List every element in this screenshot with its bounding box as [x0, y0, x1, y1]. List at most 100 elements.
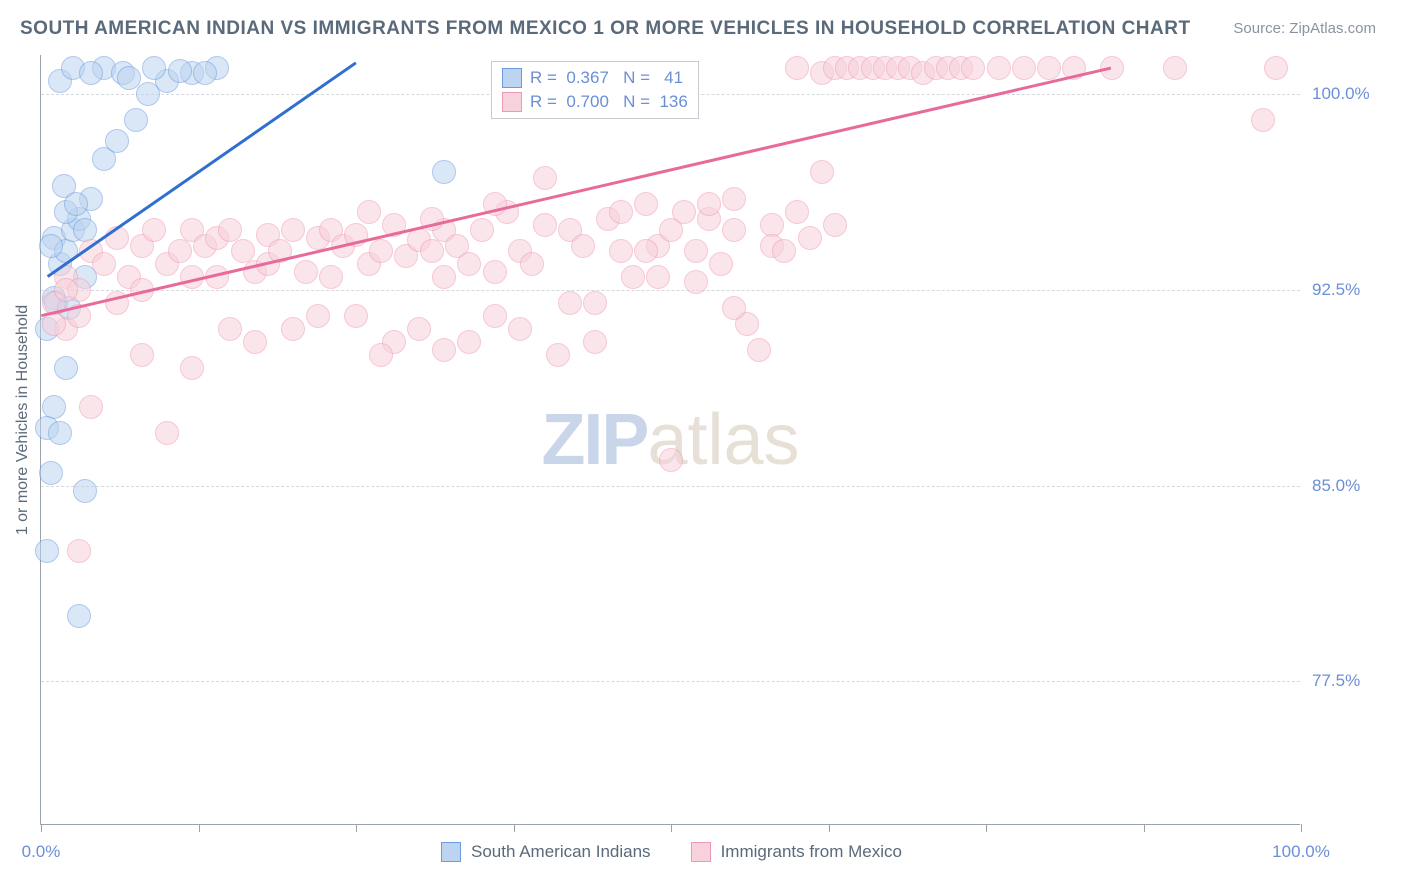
legend-row: R = 0.367 N = 41 [502, 66, 688, 90]
data-point [432, 160, 456, 184]
data-point [634, 239, 658, 263]
data-point [987, 56, 1011, 80]
x-tick [514, 824, 515, 832]
legend-stats: R = 0.367 N = 41 [530, 68, 683, 88]
data-point [357, 200, 381, 224]
data-point [1163, 56, 1187, 80]
data-point [961, 56, 985, 80]
legend-series-name: South American Indians [471, 842, 651, 862]
data-point [193, 61, 217, 85]
data-point [344, 304, 368, 328]
data-point [67, 539, 91, 563]
y-tick-label: 77.5% [1312, 671, 1392, 691]
data-point [546, 343, 570, 367]
data-point [672, 200, 696, 224]
gridline [41, 290, 1300, 291]
data-point [142, 218, 166, 242]
data-point [823, 213, 847, 237]
data-point [659, 448, 683, 472]
data-point [92, 252, 116, 276]
data-point [533, 213, 557, 237]
x-tick [199, 824, 200, 832]
legend-series-name: Immigrants from Mexico [721, 842, 902, 862]
data-point [609, 239, 633, 263]
data-point [64, 192, 88, 216]
legend-item: South American Indians [441, 842, 651, 862]
data-point [621, 265, 645, 289]
data-point [697, 192, 721, 216]
x-tick [829, 824, 830, 832]
data-point [684, 270, 708, 294]
y-axis-label: 1 or more Vehicles in Household [14, 305, 32, 535]
data-point [1012, 56, 1036, 80]
source-link[interactable]: ZipAtlas.com [1289, 20, 1376, 37]
data-point [54, 356, 78, 380]
data-point [520, 252, 544, 276]
data-point [117, 66, 141, 90]
data-point [533, 166, 557, 190]
data-point [67, 304, 91, 328]
x-tick [41, 824, 42, 832]
data-point [369, 343, 393, 367]
legend-swatch [502, 68, 522, 88]
y-tick-label: 92.5% [1312, 280, 1392, 300]
data-point [634, 192, 658, 216]
correlation-legend: R = 0.367 N = 41R = 0.700 N = 136 [491, 61, 699, 119]
data-point [810, 160, 834, 184]
source-citation: Source: ZipAtlas.com [1233, 20, 1376, 37]
data-point [142, 56, 166, 80]
data-point [243, 330, 267, 354]
data-point [1264, 56, 1288, 80]
source-label: Source: [1233, 20, 1289, 37]
data-point [432, 338, 456, 362]
data-point [1062, 56, 1086, 80]
scatter-plot: ZIPatlas 77.5%85.0%92.5%100.0%0.0%100.0%… [40, 55, 1300, 825]
data-point [432, 265, 456, 289]
data-point [218, 317, 242, 341]
gridline [41, 681, 1300, 682]
data-point [407, 317, 431, 341]
data-point [1251, 108, 1275, 132]
data-point [124, 108, 148, 132]
legend-row: R = 0.700 N = 136 [502, 90, 688, 114]
data-point [369, 239, 393, 263]
data-point [785, 56, 809, 80]
data-point [785, 200, 809, 224]
x-tick [986, 824, 987, 832]
data-point [508, 317, 532, 341]
data-point [583, 330, 607, 354]
data-point [180, 356, 204, 380]
x-tick-label: 0.0% [22, 842, 61, 862]
data-point [168, 239, 192, 263]
data-point [420, 239, 444, 263]
data-point [281, 317, 305, 341]
data-point [646, 265, 670, 289]
data-point [155, 421, 179, 445]
data-point [772, 239, 796, 263]
data-point [130, 278, 154, 302]
data-point [168, 59, 192, 83]
data-point [79, 395, 103, 419]
data-point [722, 218, 746, 242]
data-point [457, 330, 481, 354]
data-point [798, 226, 822, 250]
x-tick-label: 100.0% [1272, 842, 1330, 862]
legend-swatch [502, 92, 522, 112]
data-point [306, 304, 330, 328]
data-point [684, 239, 708, 263]
data-point [42, 312, 66, 336]
data-point [709, 252, 733, 276]
data-point [35, 539, 59, 563]
trend-lines [41, 55, 1300, 824]
data-point [558, 291, 582, 315]
data-point [281, 218, 305, 242]
y-tick-label: 85.0% [1312, 476, 1392, 496]
data-point [1100, 56, 1124, 80]
data-point [105, 129, 129, 153]
data-point [48, 421, 72, 445]
data-point [268, 239, 292, 263]
chart-title: SOUTH AMERICAN INDIAN VS IMMIGRANTS FROM… [20, 18, 1191, 40]
data-point [483, 304, 507, 328]
data-point [180, 265, 204, 289]
data-point [722, 296, 746, 320]
